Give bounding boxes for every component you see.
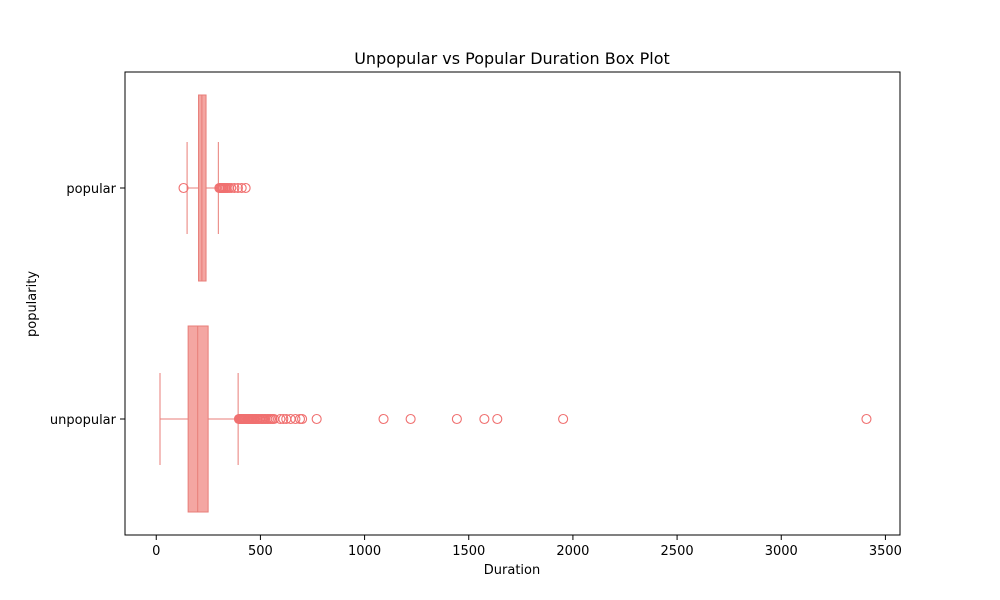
x-axis-label: Duration	[484, 563, 540, 578]
y-axis: unpopular popular	[50, 182, 125, 428]
outlier-point	[378, 413, 389, 425]
outlier-point	[405, 413, 416, 425]
outlier-point	[451, 413, 462, 425]
outlier-point	[275, 413, 286, 425]
outlier-point	[178, 182, 189, 194]
x-tick-label: 2000	[556, 544, 589, 559]
outlier-point	[558, 413, 569, 425]
outlier-point	[236, 182, 247, 194]
outlier-point	[861, 413, 872, 425]
chart-title: Unpopular vs Popular Duration Box Plot	[354, 49, 670, 68]
y-axis-label: popularity	[25, 271, 40, 337]
outlier-point	[479, 413, 490, 425]
x-tick-label: 2500	[661, 544, 694, 559]
plot-content	[159, 94, 872, 513]
plot-frame	[124, 71, 901, 536]
x-tick-label: 1500	[452, 544, 485, 559]
box-unpopular	[159, 325, 872, 513]
outlier-point	[492, 413, 503, 425]
box-popular	[178, 94, 251, 282]
outlier-point	[232, 182, 243, 194]
outlier-point	[297, 413, 308, 425]
outlier-point	[240, 182, 251, 194]
outlier-point	[311, 413, 322, 425]
x-tick-label: 3000	[765, 544, 798, 559]
x-axis: 0 500 1000 1500 2000 2500 3000 3500	[152, 535, 902, 559]
outlier-point	[226, 182, 237, 194]
x-tick-label: 500	[248, 544, 273, 559]
x-tick-label: 3500	[869, 544, 902, 559]
outlier-point	[278, 413, 289, 425]
y-tick-label: unpopular	[50, 413, 117, 428]
y-tick-label: popular	[66, 182, 116, 197]
x-tick-label: 1000	[348, 544, 381, 559]
outlier-point	[290, 413, 301, 425]
outlier-point	[229, 182, 240, 194]
x-tick-label: 0	[152, 544, 160, 559]
